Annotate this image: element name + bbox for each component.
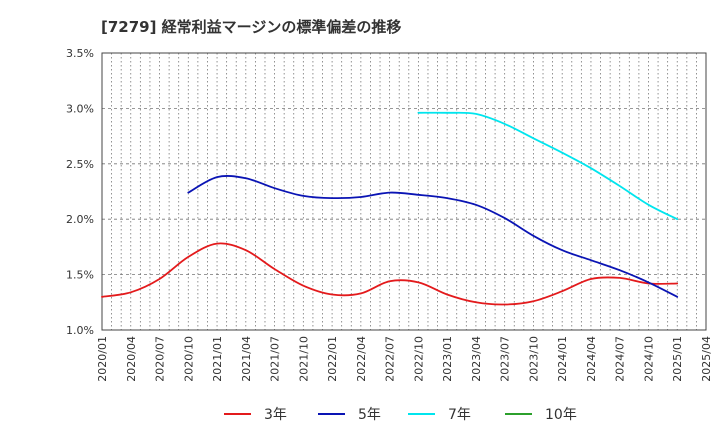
x-tick-label: 2021/07	[269, 336, 282, 382]
x-tick-label: 2020/04	[125, 336, 138, 382]
y-tick-label: 2.5%	[66, 158, 94, 171]
y-tick-label: 1.0%	[66, 324, 94, 337]
x-tick-label: 2025/04	[700, 336, 713, 382]
series-line-1	[101, 242, 679, 306]
y-tick-label: 1.5%	[66, 269, 94, 282]
x-tick-label: 2022/04	[355, 336, 368, 382]
series-line-3	[417, 111, 679, 221]
legend-label-2: 5年	[358, 407, 381, 423]
x-tick-label: 2022/07	[384, 336, 397, 382]
x-tick-label: 2020/07	[154, 336, 167, 382]
x-tick-label: 2024/01	[556, 336, 569, 382]
x-tick-label: 2024/10	[642, 336, 655, 382]
x-tick-label: 2024/04	[585, 336, 598, 382]
legend-label-3: 7年	[448, 407, 471, 423]
y-tick-label: 3.0%	[66, 102, 94, 115]
x-tick-label: 2023/10	[527, 336, 540, 382]
chart-title: [7279] 経常利益マージンの標準偏差の推移	[101, 18, 402, 36]
x-tick-label: 2021/01	[211, 336, 224, 382]
legend-label-1: 3年	[264, 407, 287, 423]
legend-label-4: 10年	[545, 407, 577, 423]
x-tick-label: 2020/10	[182, 336, 195, 382]
x-tick-label: 2024/07	[614, 336, 627, 382]
series-line-2	[187, 175, 679, 298]
plot-frame	[101, 52, 707, 331]
x-tick-label: 2021/04	[240, 336, 253, 382]
x-tick-label: 2020/01	[96, 336, 109, 382]
x-tick-label: 2025/01	[671, 336, 684, 382]
x-tick-label: 2023/07	[499, 336, 512, 382]
y-tick-label: 2.0%	[66, 213, 94, 226]
x-tick-label: 2021/10	[297, 336, 310, 382]
x-tick-label: 2022/10	[412, 336, 425, 382]
x-tick-label: 2022/01	[326, 336, 339, 382]
x-tick-label: 2023/04	[470, 336, 483, 382]
x-tick-label: 2023/01	[441, 336, 454, 382]
plot-area	[102, 53, 706, 330]
y-tick-label: 3.5%	[66, 47, 94, 60]
